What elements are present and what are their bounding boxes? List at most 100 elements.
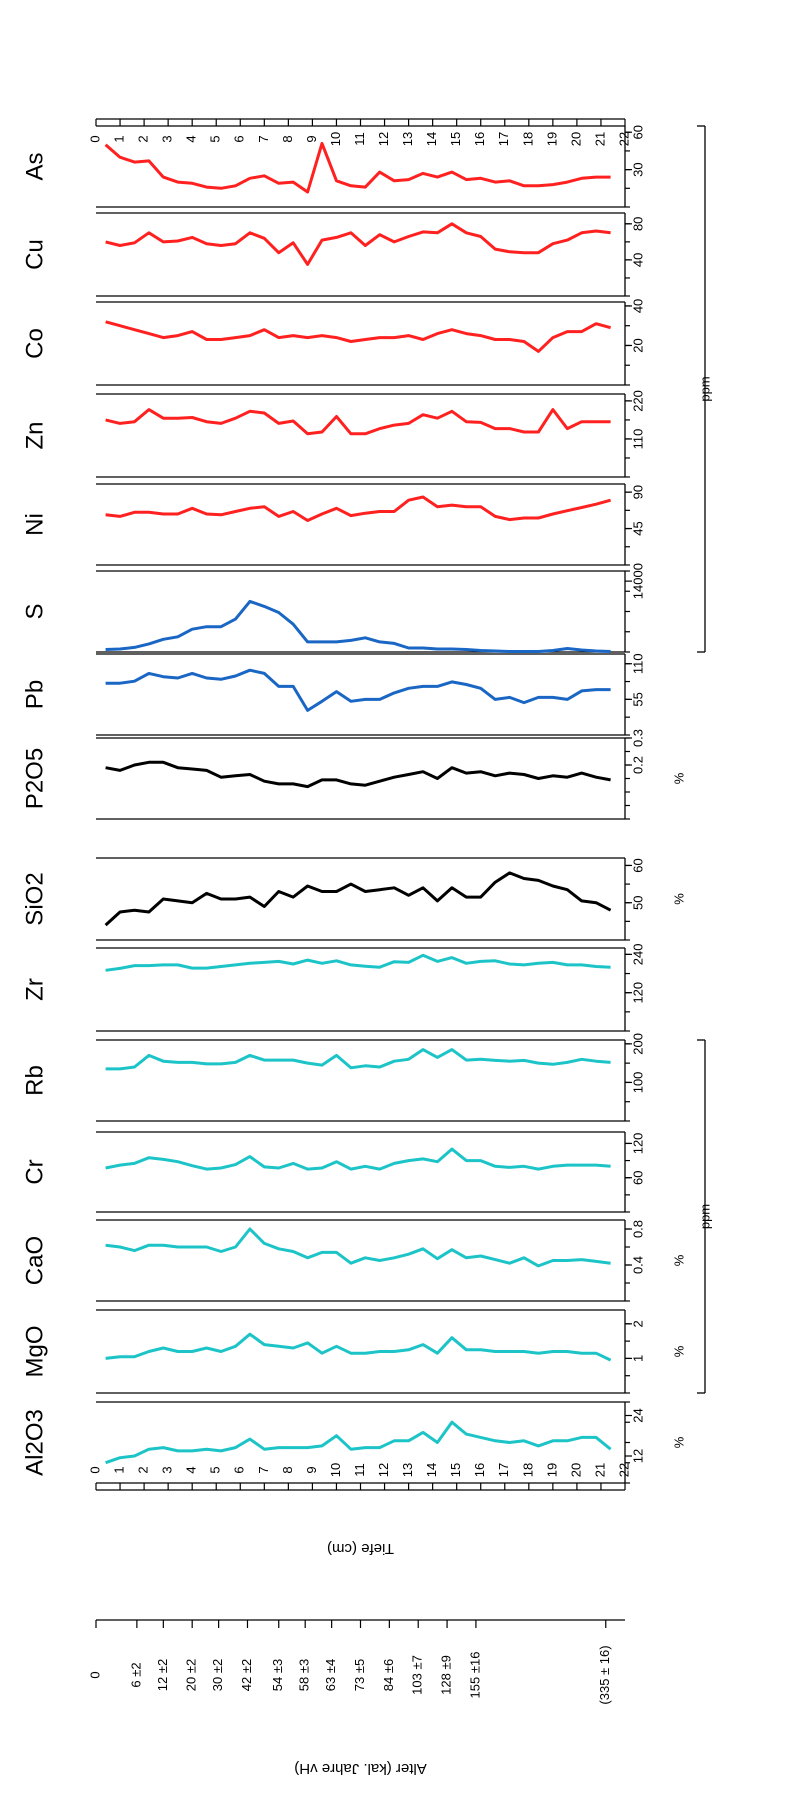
depth-tick-label: 19 <box>544 1463 559 1477</box>
depth-tick-label: 19 <box>544 132 559 146</box>
depth-tick-label: 22 <box>616 132 631 146</box>
panel-name-label: P2O5 <box>21 748 48 809</box>
depth-tick-label: 1 <box>111 1466 126 1473</box>
value-tick-label: 50 <box>630 895 645 909</box>
depth-tick-label: 0 <box>87 1466 102 1473</box>
panel-name-label: Rb <box>21 1065 48 1096</box>
value-tick-label: 200 <box>630 1033 645 1055</box>
value-tick-label: 240 <box>630 944 645 966</box>
depth-tick-label: 6 <box>232 135 247 142</box>
bracket-unit-label: ppm <box>697 1204 712 1229</box>
panel-name-label: S <box>21 603 48 619</box>
value-tick-label: 14000 <box>630 563 645 599</box>
panel-name-label: Co <box>21 328 48 359</box>
series-line-cr <box>105 1147 611 1171</box>
value-tick-label: 2 <box>630 1320 645 1327</box>
depth-tick-label: 13 <box>400 1463 415 1477</box>
series-line-ni <box>105 495 611 522</box>
panel-p2o5: 0.2 0.3 P2O5% <box>21 729 686 820</box>
value-tick-label: 12 <box>630 1449 645 1463</box>
depth-tick-label: 16 <box>472 1463 487 1477</box>
value-tick-label: 0.3 <box>630 729 645 747</box>
depth-tick-label: 13 <box>400 132 415 146</box>
value-tick-label: 220 <box>630 390 645 412</box>
age-tick-label: 30 ±2 <box>210 1659 225 1691</box>
depth-tick-label: 2 <box>136 135 151 142</box>
panel-name-label: Cr <box>21 1159 48 1184</box>
depth-tick-label: 3 <box>160 135 175 142</box>
value-tick-label: 60 <box>630 125 645 139</box>
value-tick-label: 45 <box>630 521 645 535</box>
depth-tick-label: 16 <box>472 132 487 146</box>
age-tick-label: (335 ± 16) <box>597 1645 612 1704</box>
value-tick-label: 60 <box>630 1170 645 1184</box>
panel-cu: 40 80 Cu <box>21 212 645 297</box>
depth-tick-label: 1 <box>111 135 126 142</box>
panel-ni: 45 90 Ni <box>21 483 645 566</box>
panel-cao: 0.4 0.8 CaO% <box>21 1219 686 1302</box>
depth-tick-label: 12 <box>376 1463 391 1477</box>
depth-tick-label: 14 <box>424 132 439 146</box>
panel-zr: 120 240 Zr <box>21 944 645 1032</box>
value-tick-label: 1 <box>630 1355 645 1362</box>
series-line-s <box>105 599 611 653</box>
depth-tick-label: 10 <box>328 132 343 146</box>
bracket-unit-label: ppm <box>697 376 712 401</box>
panel-rb: 100 200 Rb <box>21 1033 645 1122</box>
unit-bracket-0: ppm <box>697 1039 712 1394</box>
series-line-as <box>104 141 611 194</box>
depth-tick-label: 21 <box>592 132 607 146</box>
depth-tick-label: 0 <box>87 135 102 142</box>
panel-s: 14000 S <box>21 563 645 653</box>
series-line-al2o3 <box>105 1420 612 1465</box>
series-line-cu <box>105 222 611 266</box>
age-tick-label: 128 ±9 <box>439 1655 454 1695</box>
panel-mgo: 1 2 MgO% <box>21 1309 686 1394</box>
panel-name-label: MgO <box>21 1325 48 1377</box>
panel-unit-label: % <box>671 1345 686 1357</box>
depth-tick-label: 15 <box>448 1463 463 1477</box>
age-tick-label: 12 ±2 <box>155 1659 170 1691</box>
depth-tick-label: 20 <box>568 132 583 146</box>
panel-name-label: Zr <box>21 978 48 1001</box>
panel-pb: 55 110 Pb <box>21 653 645 736</box>
depth-tick-label: 14 <box>424 1463 439 1477</box>
depth-tick-label: 2 <box>136 1466 151 1473</box>
series-line-zn <box>105 408 611 436</box>
panel-zn: 110 220 Zn <box>21 390 645 478</box>
age-tick-label: 20 ±2 <box>184 1659 199 1691</box>
value-tick-label: 80 <box>630 217 645 231</box>
depth-axis-title: Tiefe (cm) <box>327 1540 394 1557</box>
age-tick-label: 63 ±4 <box>323 1659 338 1691</box>
age-axis-title: Alter (kal. Jahre vH) <box>294 1760 427 1777</box>
depth-tick-label: 3 <box>160 1466 175 1473</box>
panel-name-label: Ni <box>21 513 48 536</box>
series-line-mgo <box>105 1332 612 1362</box>
age-tick-label: 0 <box>87 1671 102 1678</box>
age-tick-label: 103 ±7 <box>410 1655 425 1695</box>
depth-tick-label: 22 <box>616 1463 631 1477</box>
value-tick-label: 110 <box>630 653 645 674</box>
depth-tick-label: 20 <box>568 1463 583 1477</box>
series-line-cao <box>105 1227 611 1268</box>
series-line-sio2 <box>104 871 612 927</box>
panel-name-label: CaO <box>21 1236 48 1285</box>
panel-name-label: Pb <box>21 680 48 709</box>
depth-tick-label: 12 <box>376 132 391 146</box>
panel-co: 20 40 Co <box>21 299 645 386</box>
panel-unit-label: % <box>671 772 686 784</box>
depth-tick-label: 7 <box>256 135 271 142</box>
series-line-pb <box>105 668 611 712</box>
value-tick-label: 100 <box>630 1072 645 1094</box>
depth-tick-label: 18 <box>520 132 535 146</box>
panel-cr: 60 120 Cr <box>21 1131 645 1213</box>
value-tick-label: 40 <box>630 299 645 313</box>
age-tick-label: 73 ±5 <box>352 1659 367 1691</box>
value-tick-label: 60 <box>630 858 645 872</box>
age-tick-label: 58 ±3 <box>297 1659 312 1691</box>
panel-unit-label: % <box>671 1436 686 1448</box>
age-tick-label: 42 ±2 <box>239 1659 254 1691</box>
depth-tick-label: 4 <box>184 135 199 142</box>
